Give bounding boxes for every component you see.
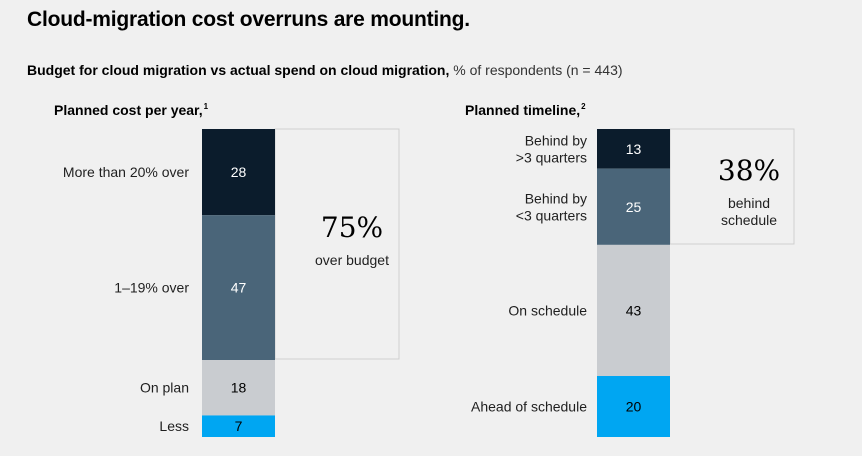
callout-value-2: 38%: [718, 154, 780, 187]
callout-text-1-line-1: over budget: [315, 252, 389, 268]
panel-title-2: Planned timeline,: [465, 102, 580, 118]
category-label-behind-by-3-quarters-line-2: <3 quarters: [516, 207, 587, 223]
callout-text-2-line-2: schedule: [721, 212, 777, 228]
value-label-ahead-of-schedule: 20: [626, 399, 642, 415]
value-label-behind-by-3-quarters: 13: [626, 141, 642, 157]
chart-subtitle: Budget for cloud migration vs actual spe…: [27, 62, 623, 78]
category-label-less: Less: [159, 418, 189, 434]
value-label-1-19-over: 47: [231, 280, 247, 296]
chart-title: Cloud-migration cost overruns are mounti…: [27, 8, 470, 31]
callout-value-1: 75%: [321, 211, 383, 244]
subtitle-note: % of respondents (n = 443): [453, 62, 623, 78]
value-label-more-than-20-over: 28: [231, 164, 247, 180]
category-label-1-19-over: 1–19% over: [114, 280, 189, 296]
category-label-on-plan: On plan: [140, 380, 189, 396]
value-label-less: 7: [235, 418, 243, 434]
bar-segment-behind-by-3-quarters: [597, 129, 670, 169]
bar-segment-on-plan: [202, 360, 275, 416]
panel-footnote-2: 2: [581, 102, 586, 111]
subtitle-main: Budget for cloud migration vs actual spe…: [27, 62, 450, 78]
callout-box-1: [274, 128, 400, 360]
bar-segment-1-19-over: [202, 215, 275, 360]
bar-segment-less: [202, 415, 275, 437]
panel-title-1: Planned cost per year,: [54, 102, 203, 118]
bar-segment-behind-by-3-quarters: [597, 168, 670, 245]
category-label-more-than-20-over: More than 20% over: [63, 164, 189, 180]
category-label-on-schedule: On schedule: [508, 302, 587, 318]
callout-text-2-line-1: behind: [728, 195, 770, 211]
bar-segment-more-than-20-over: [202, 129, 275, 216]
bar-segment-ahead-of-schedule: [597, 376, 670, 437]
value-label-behind-by-3-quarters: 25: [626, 199, 642, 215]
category-label-behind-by-3-quarters-line-1: Behind by: [525, 190, 587, 206]
value-label-on-schedule: 43: [626, 302, 642, 318]
value-label-on-plan: 18: [231, 380, 247, 396]
bar-segment-on-schedule: [597, 244, 670, 377]
category-label-behind-by-3-quarters-line-1: Behind by: [525, 132, 587, 148]
panel-footnote-1: 1: [204, 102, 209, 111]
category-label-ahead-of-schedule: Ahead of schedule: [471, 399, 587, 415]
category-label-behind-by-3-quarters-line-2: >3 quarters: [516, 149, 587, 165]
